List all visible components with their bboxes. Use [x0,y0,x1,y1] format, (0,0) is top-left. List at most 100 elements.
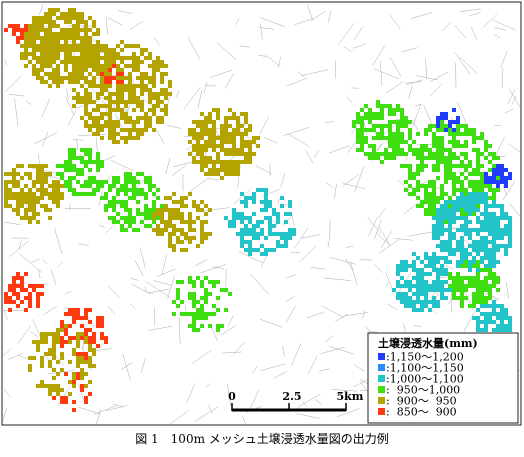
mesh-cell [76,360,80,364]
mesh-cell [148,120,152,124]
mesh-cell [136,200,140,204]
mesh-cell [84,372,88,376]
mesh-cell [188,224,192,228]
mesh-cell [148,176,152,180]
mesh-cell [276,220,280,224]
mesh-cell [172,216,176,220]
mesh-cell [60,320,64,324]
mesh-cell [428,308,432,312]
mesh-cell [180,216,184,220]
mesh-cell [424,252,428,256]
mesh-cell [112,200,116,204]
mesh-cell [284,240,288,244]
mesh-cell [180,280,184,284]
mesh-cell [88,148,92,152]
mesh-cell [492,248,496,252]
mesh-cell [124,184,128,188]
mesh-cell [396,152,400,156]
mesh-cell [432,184,436,188]
mesh-cell [116,100,120,104]
mesh-cell [408,300,412,304]
mesh-cell [128,136,132,140]
mesh-cell [460,200,464,204]
mesh-cell [456,284,460,288]
mesh-cell [228,168,232,172]
mesh-cell [440,152,444,156]
mesh-cell [60,324,64,328]
mesh-cell [176,240,180,244]
mesh-cell [224,160,228,164]
mesh-cell [412,300,416,304]
mesh-cell [496,244,500,248]
mesh-cell [132,124,136,128]
mesh-cell [24,52,28,56]
mesh-cell [484,172,488,176]
mesh-cell [100,336,104,340]
mesh-cell [448,232,452,236]
mesh-cell [464,140,468,144]
mesh-cell [160,76,164,80]
mesh-cell [256,248,260,252]
mesh-cell [52,72,56,76]
mesh-cell [108,80,112,84]
mesh-cell [376,136,380,140]
mesh-cell [120,100,124,104]
mesh-cell [168,84,172,88]
mesh-cell [168,244,172,248]
mesh-cell [104,208,108,212]
mesh-cell [52,56,56,60]
mesh-cell [72,372,76,376]
mesh-cell [204,140,208,144]
mesh-cell [192,292,196,296]
mesh-cell [12,292,16,296]
mesh-cell [204,212,208,216]
mesh-cell [428,208,432,212]
mesh-cell [16,164,20,168]
mesh-cell [36,300,40,304]
mesh-cell [448,240,452,244]
mesh-cell [104,340,108,344]
mesh-cell [44,72,48,76]
mesh-cell [44,16,48,20]
mesh-cell [88,100,92,104]
mesh-cell [116,76,120,80]
mesh-cell [444,216,448,220]
mesh-cell [468,180,472,184]
mesh-cell [8,24,12,28]
mesh-cell [108,136,112,140]
mesh-cell [160,72,164,76]
mesh-cell [132,120,136,124]
mesh-cell [232,212,236,216]
mesh-cell [460,252,464,256]
mesh-cell [136,120,140,124]
mesh-cell [132,100,136,104]
mesh-cell [484,236,488,240]
mesh-cell [80,20,84,24]
mesh-cell [76,192,80,196]
mesh-cell [176,208,180,212]
mesh-cell [492,280,496,284]
mesh-cell [432,144,436,148]
mesh-cell [212,108,216,112]
mesh-cell [60,192,64,196]
mesh-cell [236,148,240,152]
mesh-cell [124,44,128,48]
mesh-cell [44,32,48,36]
mesh-cell [68,8,72,12]
mesh-cell [52,368,56,372]
mesh-cell [36,196,40,200]
mesh-cell [432,156,436,160]
mesh-cell [20,52,24,56]
mesh-cell [476,228,480,232]
mesh-cell [424,296,428,300]
mesh-cell [124,56,128,60]
mesh-cell [368,108,372,112]
mesh-cell [72,156,76,160]
mesh-cell [508,240,512,244]
mesh-cell [508,328,512,332]
mesh-cell [100,76,104,80]
mesh-cell [20,176,24,180]
mesh-cell [444,244,448,248]
mesh-cell [112,216,116,220]
mesh-cell [464,196,468,200]
